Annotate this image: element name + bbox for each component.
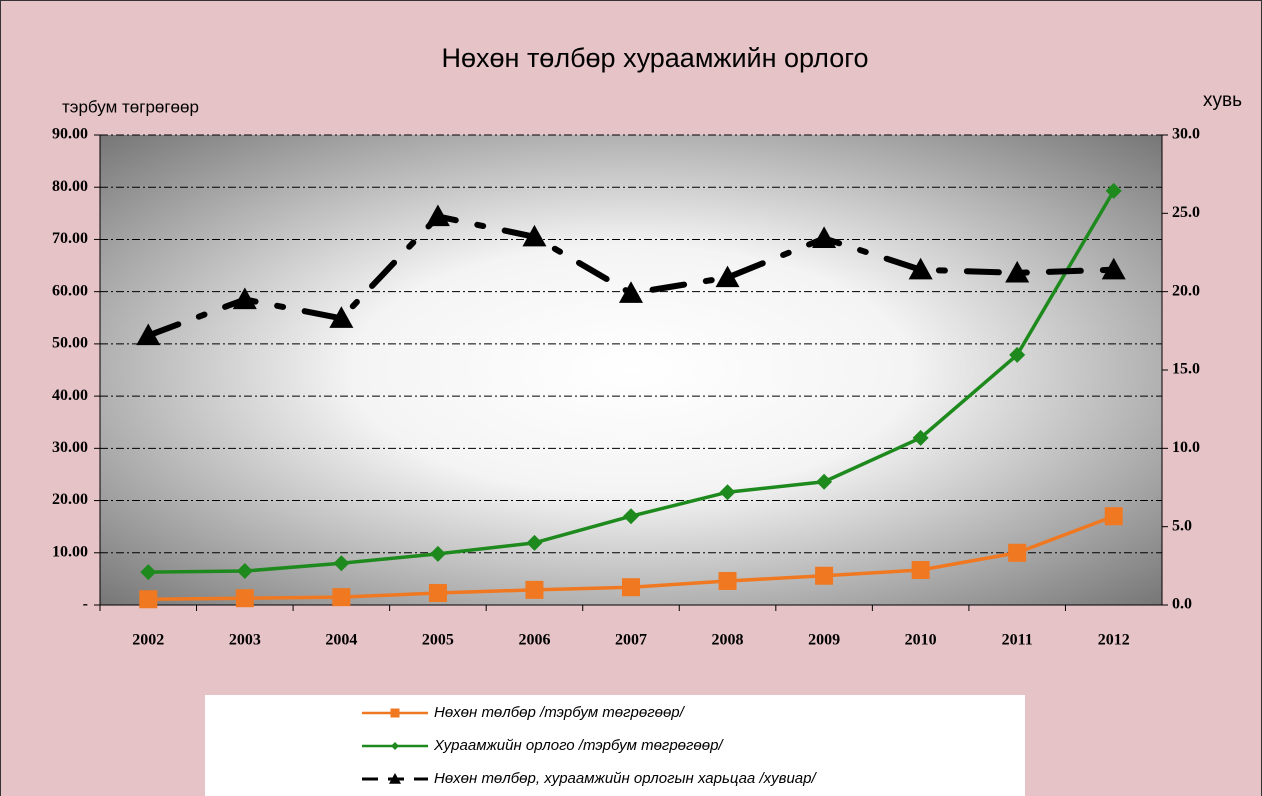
point xyxy=(719,484,736,501)
chart-title: Нөхөн төлбөр хураамжийн орлого xyxy=(442,43,869,73)
y-tick-label: 80.00 xyxy=(52,178,88,195)
y2-axis-label: хувь xyxy=(1203,90,1242,111)
x-tick-label: 2007 xyxy=(615,632,647,649)
point xyxy=(525,580,544,599)
legend-label: Нөхөн төлбөр /тэрбум төгрөгөөр/ xyxy=(434,704,686,721)
y-tick-label: 40.00 xyxy=(52,387,88,404)
point xyxy=(1105,182,1122,199)
y2-tick-label: 30.0 xyxy=(1172,126,1200,143)
y2-tick-label: 20.0 xyxy=(1172,282,1200,299)
point xyxy=(623,508,639,525)
point xyxy=(715,265,740,288)
point xyxy=(429,545,446,562)
y2-tick-label: 0.0 xyxy=(1172,596,1192,613)
point xyxy=(236,563,253,580)
x-tick-label: 2012 xyxy=(1098,632,1130,649)
y-axis-label: тэрбум төгрөгөөр xyxy=(62,97,199,116)
x-tick-label: 2008 xyxy=(712,632,744,649)
y-tick-label: 90.00 xyxy=(52,126,88,143)
y2-tick-label: 5.0 xyxy=(1172,517,1192,534)
y-tick-label: 50.00 xyxy=(52,335,88,352)
legend-marker xyxy=(389,773,401,784)
y2-tick-label: 10.0 xyxy=(1172,439,1200,456)
point xyxy=(1009,346,1026,363)
point xyxy=(332,588,351,607)
legend-label: Нөхөн төлбөр, хураамжийн орлогын харьцаа… xyxy=(434,770,817,787)
y-tick-label: - xyxy=(83,596,88,613)
point xyxy=(1104,507,1123,526)
y-tick-label: 20.00 xyxy=(52,491,88,508)
point xyxy=(619,281,643,303)
point xyxy=(139,590,158,609)
point xyxy=(1008,543,1027,562)
legend-box xyxy=(205,695,1025,796)
point xyxy=(329,306,354,328)
x-tick-label: 2002 xyxy=(132,632,164,649)
point xyxy=(908,257,933,280)
y-tick-label: 30.00 xyxy=(52,439,88,456)
point xyxy=(333,555,350,572)
point xyxy=(232,287,257,310)
x-tick-label: 2009 xyxy=(808,632,840,649)
legend-label: Хураамжийн орлого /тэрбум төгрөгөөр/ xyxy=(433,737,724,754)
y-tick-label: 10.00 xyxy=(52,543,88,560)
x-tick-label: 2004 xyxy=(325,632,357,649)
y2-tick-label: 25.0 xyxy=(1172,204,1200,221)
point xyxy=(235,589,254,608)
point xyxy=(718,571,737,590)
point xyxy=(140,564,157,581)
point xyxy=(136,323,161,346)
legend-marker xyxy=(390,708,400,718)
point xyxy=(1005,260,1030,283)
x-tick-label: 2010 xyxy=(905,632,937,649)
point xyxy=(815,566,834,585)
point xyxy=(912,429,929,446)
x-tick-label: 2011 xyxy=(1002,632,1033,649)
y-tick-label: 60.00 xyxy=(52,282,88,299)
legend-marker xyxy=(391,742,399,750)
point xyxy=(622,578,640,597)
point xyxy=(812,226,837,248)
y-tick-label: 70.00 xyxy=(52,230,88,247)
plot-area xyxy=(100,135,1162,605)
point xyxy=(425,204,450,227)
point xyxy=(816,473,833,490)
point xyxy=(911,561,930,580)
point xyxy=(522,224,547,247)
x-tick-label: 2005 xyxy=(422,632,454,649)
point xyxy=(1101,257,1126,280)
y2-tick-label: 15.0 xyxy=(1172,361,1200,378)
x-tick-label: 2003 xyxy=(229,632,261,649)
point xyxy=(428,583,447,602)
x-tick-label: 2006 xyxy=(518,632,550,649)
point xyxy=(526,534,543,551)
